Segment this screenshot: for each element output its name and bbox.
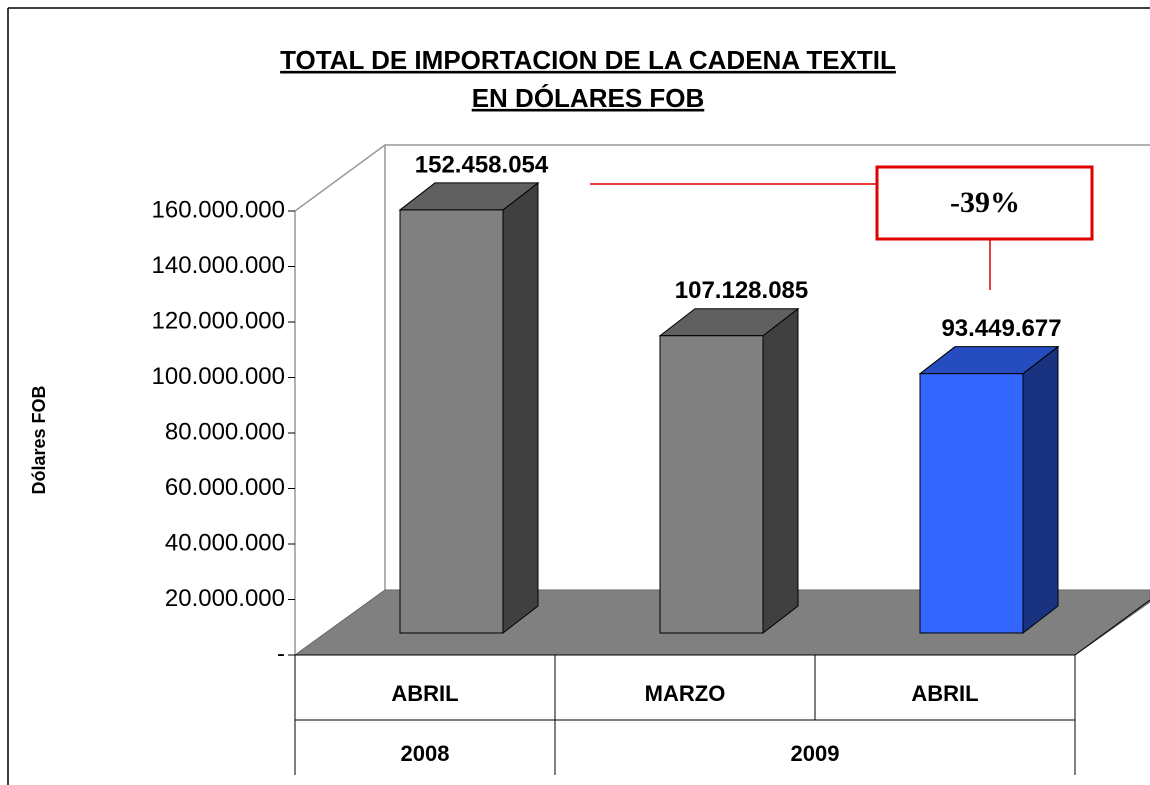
annotation-box — [875, 165, 1094, 241]
y-tick-label: 140.000.000 — [152, 252, 285, 279]
value-label: 93.449.677 — [941, 315, 1061, 342]
bar-side — [502, 181, 539, 635]
category-table — [294, 655, 1076, 775]
y-tick-label: 160.000.000 — [152, 196, 285, 223]
group-label: 2008 — [401, 741, 450, 766]
value-label: 152.458.054 — [415, 151, 549, 178]
y-tick-label: 100.000.000 — [152, 363, 285, 390]
y-tick-label: 60.000.000 — [165, 474, 285, 501]
chart-title: TOTAL DE IMPORTACION DE LA CADENA TEXTIL — [280, 45, 896, 75]
back-wall — [294, 143, 386, 655]
chart-title: EN DÓLARES FOB — [472, 83, 705, 113]
group-label: 2009 — [791, 741, 840, 766]
x-tick-label: ABRIL — [911, 681, 978, 706]
bar — [919, 373, 1024, 634]
bar-side — [762, 307, 799, 635]
bar — [659, 335, 764, 634]
bar-side — [1022, 345, 1059, 635]
y-tick-label: 120.000.000 — [152, 307, 285, 334]
y-tick-label: - — [277, 640, 285, 667]
y-tick-label: 20.000.000 — [165, 585, 285, 612]
x-tick-label: ABRIL — [391, 681, 458, 706]
y-tick-label: 40.000.000 — [165, 529, 285, 556]
y-tick-label: 80.000.000 — [165, 418, 285, 445]
value-label: 107.128.085 — [675, 277, 808, 304]
annotation: -39% — [950, 186, 1020, 219]
y-axis-label: Dólares FOB — [29, 385, 49, 494]
x-tick-label: MARZO — [645, 681, 726, 706]
bar — [399, 209, 504, 634]
floor-edge — [1074, 599, 1150, 656]
